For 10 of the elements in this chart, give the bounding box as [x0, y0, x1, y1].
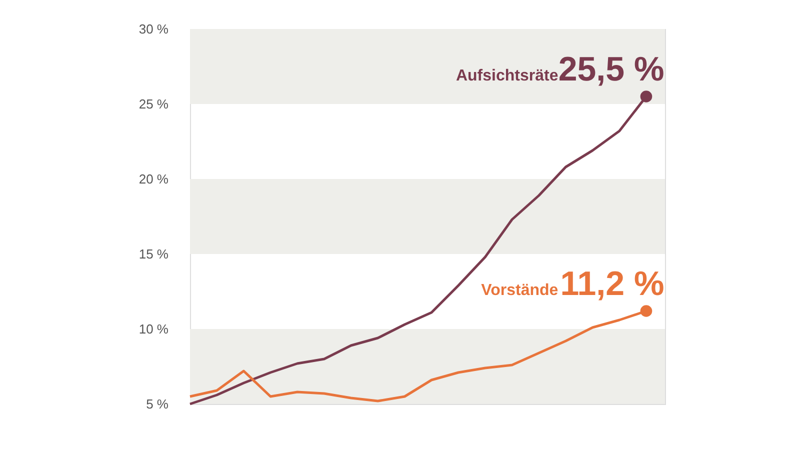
- y-tick-label: 20 %: [138, 172, 169, 186]
- data-label: 25,5 %: [558, 50, 664, 88]
- y-tick-label: 25 %: [138, 96, 169, 112]
- y-tick-label: 15 %: [138, 246, 169, 262]
- y-tick-label: 5 %: [146, 396, 169, 412]
- y-tick-label: 30 %: [138, 22, 169, 36]
- text: Aufsichtsräte: [456, 68, 558, 84]
- text: Vorstände: [481, 282, 558, 299]
- y-tick-label: 10 %: [138, 322, 169, 336]
- data-label: 11,2 %: [560, 265, 664, 303]
